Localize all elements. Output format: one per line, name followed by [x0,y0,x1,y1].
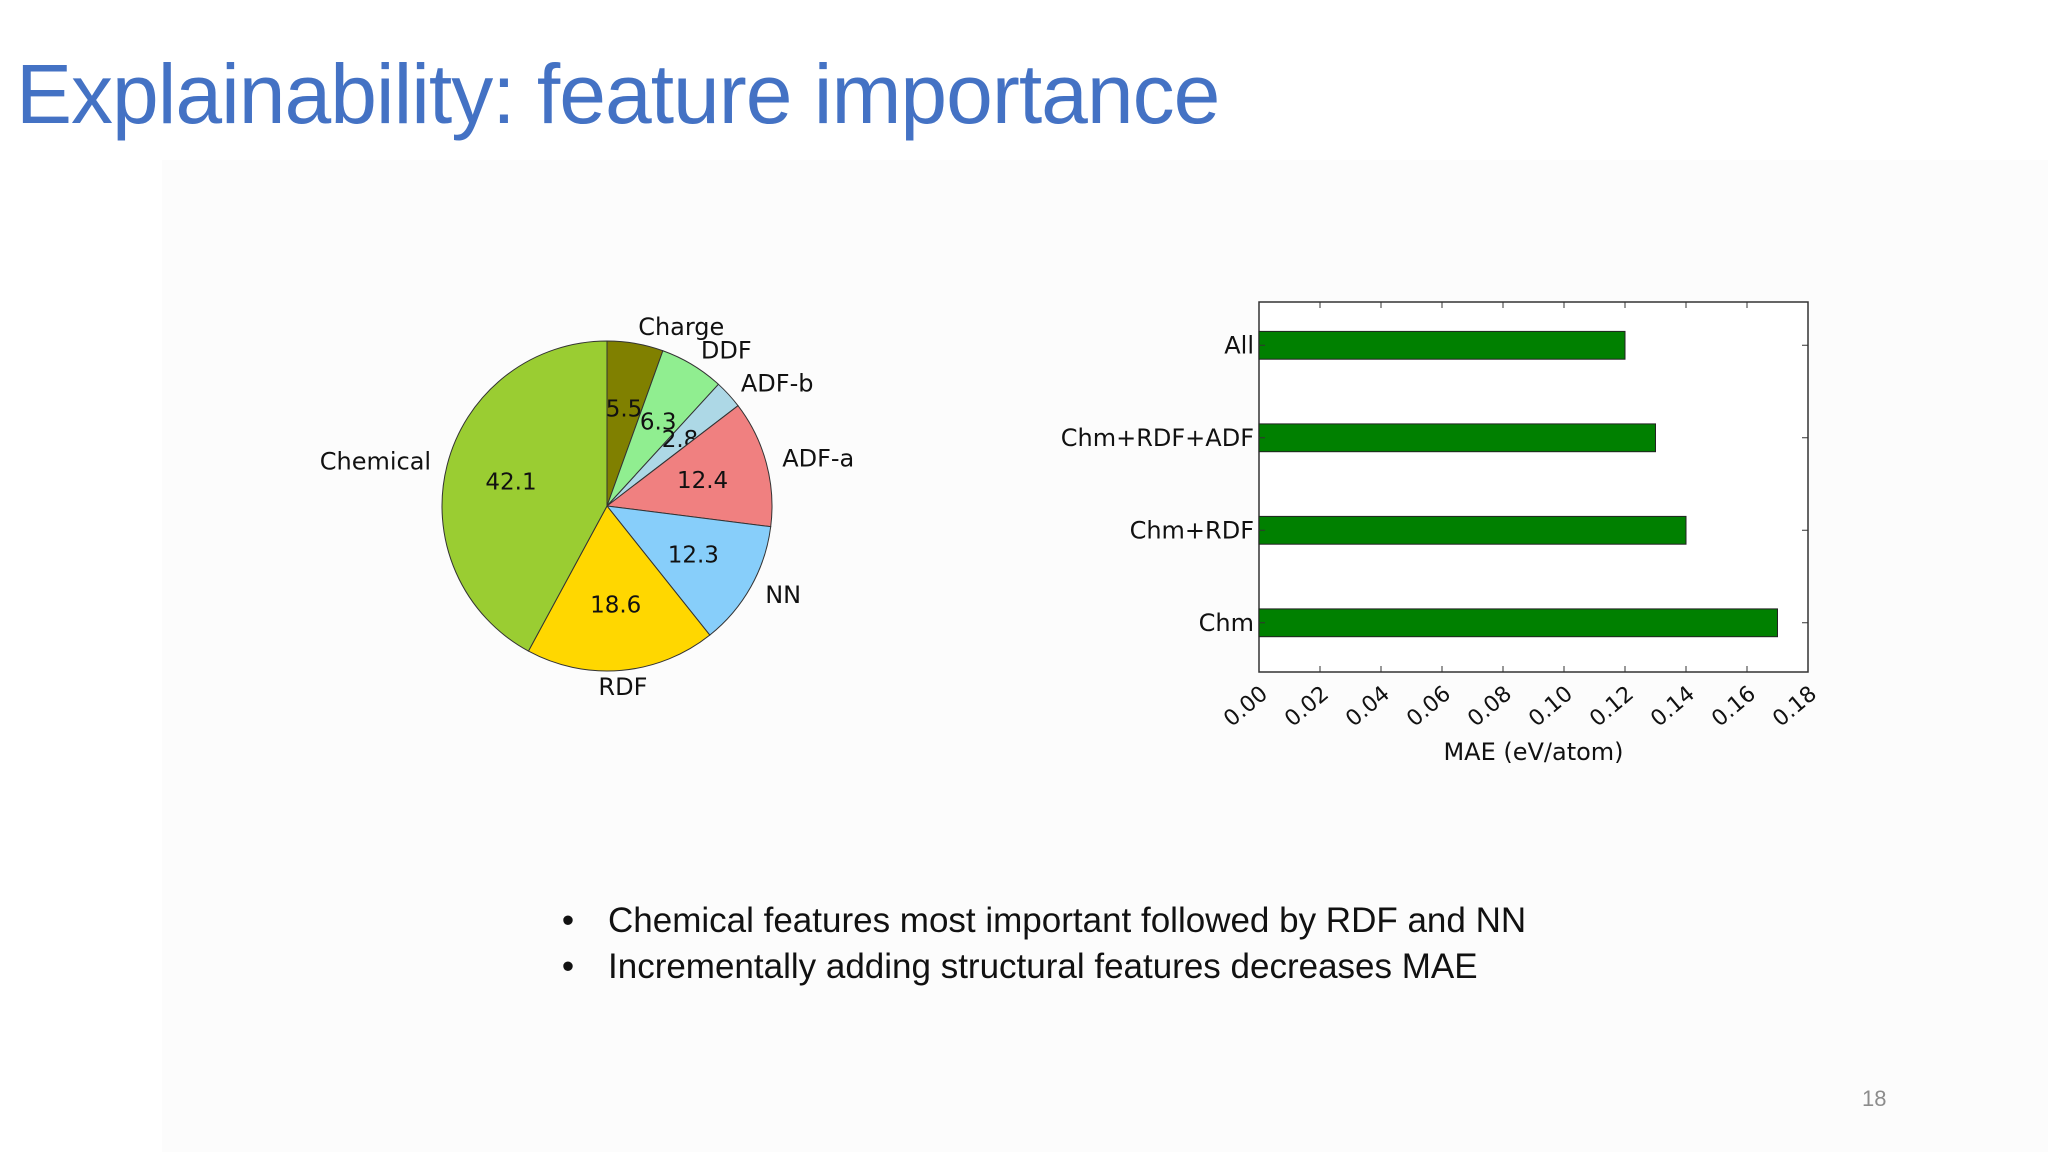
pie-slice-nn [605,505,772,636]
x-tick-label: 0.14 [1646,681,1700,732]
y-tick-label: Chm [1199,609,1254,637]
bullet-text: Incrementally adding structural features… [608,947,1478,986]
pie-pct-label: 18.6 [590,593,641,619]
bar [1258,423,1656,453]
pie-slice-chemical [441,340,608,652]
pie-pct-label: 42.1 [485,470,536,496]
pie-category-label: Chemical [320,447,431,475]
x-tick-label: 0.00 [1219,681,1273,732]
y-tick-label: All [1224,331,1254,359]
pie-slice-rdf [527,505,711,672]
page-number: 18 [1862,1086,1887,1111]
slide-title: Explainability: feature importance [16,47,1220,141]
x-tick-label: 0.02 [1280,681,1334,732]
x-tick-label: 0.10 [1524,681,1578,732]
bar [1258,608,1778,638]
x-tick-label: 0.04 [1341,681,1395,732]
pie-chart: 5.5Charge6.3DDF2.8ADF-b12.4ADF-a12.3NN18… [320,313,855,701]
pie-category-label: ADF-a [782,445,854,473]
pie-category-label: NN [765,581,801,609]
pie-pct-label: 12.3 [668,543,719,569]
bullet-text: Chemical features most important followe… [608,901,1527,940]
bar-chart: 0.00 0.02 0.04 0.06 0.08 0.10 0.12 0.14 0.16 0.18… [1061,301,1822,766]
bar [1258,515,1687,545]
bullet-list: • Chemical features most important follo… [556,898,1756,990]
y-tick-label: Chm+RDF+ADF [1061,424,1254,452]
x-tick-label: 0.16 [1707,681,1761,732]
pie-category-label: Charge [638,313,724,341]
pie-pct-label: 12.4 [677,468,728,494]
bullet-item: • Chemical features most important follo… [556,898,1756,944]
y-tick-label: Chm+RDF [1130,516,1254,544]
x-tick-label: 0.06 [1402,681,1456,732]
pie-category-label: RDF [598,673,647,701]
x-tick-label: 0.12 [1585,681,1639,732]
pie-pct-label: 6.3 [640,409,677,435]
bullet-dot: • [561,901,575,940]
bullet-dot: • [561,947,575,986]
pie-category-label: DDF [701,337,752,365]
pie-slice-adf-a [605,404,773,528]
bar [1258,330,1626,360]
pie-pct-label: 5.5 [606,397,643,423]
bullet-item: • Incrementally adding structural featur… [556,944,1756,990]
x-tick-label: 0.08 [1463,681,1517,732]
pie-category-label: ADF-b [741,369,814,397]
x-axis-label: MAE (eV/atom) [1443,738,1623,766]
x-tick-label: 0.18 [1768,681,1822,732]
